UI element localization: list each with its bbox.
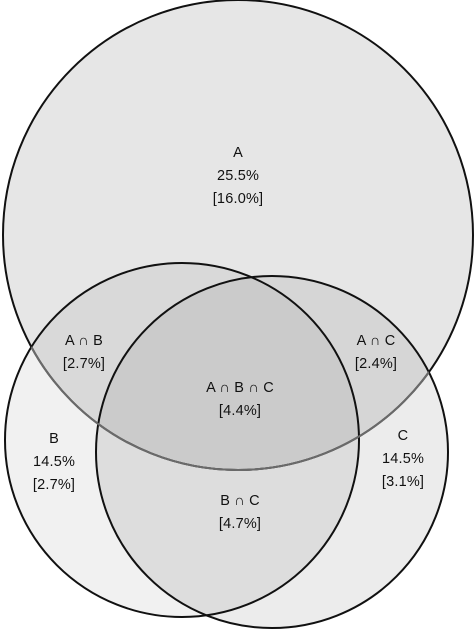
- region-c-share: 14.5%: [382, 451, 424, 467]
- set-b-outline: [4, 262, 360, 618]
- set-c-outline: [95, 275, 449, 629]
- region-a-bracket: [16.0%]: [213, 191, 264, 207]
- abc-overlap-fill: [96, 276, 359, 470]
- region-bc-bracket: [4.7%]: [219, 516, 261, 532]
- region-bc-name: B ∩ C: [220, 493, 260, 509]
- region-abc-name: A ∩ B ∩ C: [206, 380, 274, 396]
- region-ab-bracket: [2.7%]: [63, 356, 105, 372]
- region-b-bracket: [2.7%]: [33, 477, 75, 493]
- region-ac-bracket: [2.4%]: [355, 356, 397, 372]
- region-b-label: B 14.5% [2.7%]: [33, 431, 75, 493]
- region-c-label: C 14.5% [3.1%]: [382, 428, 424, 490]
- set-a-outline-inner-c: [96, 276, 448, 471]
- region-a-share: 25.5%: [217, 168, 259, 184]
- region-bc-label: B ∩ C [4.7%]: [219, 493, 261, 532]
- region-ac-name: A ∩ C: [357, 333, 396, 349]
- region-b-share: 14.5%: [33, 454, 75, 470]
- region-c-name: C: [398, 428, 409, 444]
- region-abc-bracket: [4.4%]: [219, 403, 261, 419]
- region-ab-name: A ∩ B: [65, 333, 103, 349]
- region-abc-label: A ∩ B ∩ C [4.4%]: [206, 380, 274, 419]
- region-b-name: B: [49, 431, 59, 447]
- region-a-label: A 25.5% [16.0%]: [213, 145, 264, 207]
- region-ab-label: A ∩ B [2.7%]: [63, 333, 105, 372]
- region-a-name: A: [233, 145, 243, 161]
- region-ac-label: A ∩ C [2.4%]: [355, 333, 397, 372]
- region-c-bracket: [3.1%]: [382, 474, 424, 490]
